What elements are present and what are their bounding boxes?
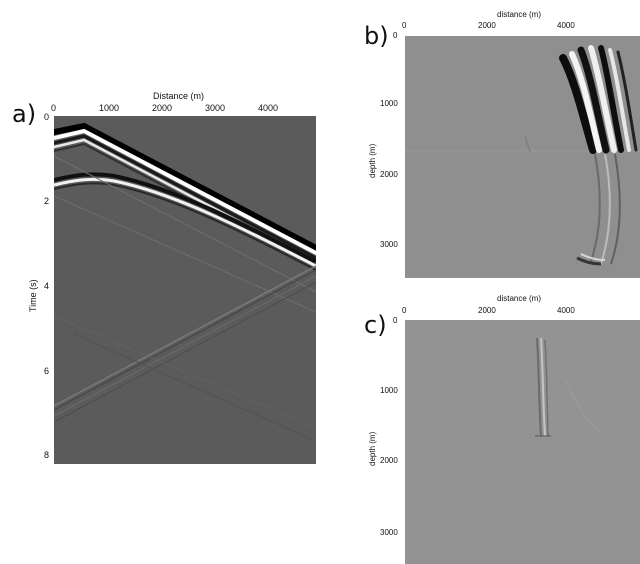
panel-b-y-tick: 1000 [380,99,398,108]
panel-a-y-title: Time (s) [28,279,38,312]
panel-a-x-tick: 2000 [152,103,173,113]
panel-a-y-tick: 0 [44,112,50,122]
panel-a-letter: a) [12,100,37,128]
panel-b-y-tick: 3000 [380,240,398,249]
panel-b-letter: b) [364,22,389,50]
panel-a-y-tick: 4 [44,281,50,291]
panel-c-x-title: distance (m) [497,294,542,303]
panel-b-y-tick: 2000 [380,170,398,179]
panel-b-y-tick: 0 [393,31,398,40]
panel-a-x-title: Distance (m) [153,91,205,101]
panel-b-migrated-image [405,36,640,278]
panel-c-migrated-image [405,320,640,564]
panel-a-seismic-gather [54,116,316,464]
panel-a-y-tick: 8 [44,450,50,460]
panel-a-x-tick: 3000 [205,103,226,113]
panel-c-y-tick: 2000 [380,456,398,465]
panel-b-x-tick: 4000 [557,21,575,30]
panel-b-x-title: distance (m) [497,10,542,19]
panel-b-y-title: depth (m) [368,143,377,178]
panel-c-y-title: depth (m) [368,431,377,466]
panel-c-y-tick: 3000 [380,528,398,537]
panel-c-y-tick: 0 [393,316,398,325]
panel-c-x-tick: 2000 [478,306,496,315]
panel-a-x-tick: 1000 [99,103,120,113]
panel-c-x-tick: 0 [402,306,407,315]
panel-b-x-tick: 2000 [478,21,496,30]
panel-a-y-tick: 2 [44,196,50,206]
panel-c-y-tick: 1000 [380,386,398,395]
panel-b-x-tick: 0 [402,21,407,30]
panel-c-letter: c) [364,311,387,339]
panel-a-y-tick: 6 [44,366,50,376]
panel-a-x-tick: 0 [51,103,57,113]
panel-c-x-tick: 4000 [557,306,575,315]
panel-a-x-tick: 4000 [258,103,279,113]
